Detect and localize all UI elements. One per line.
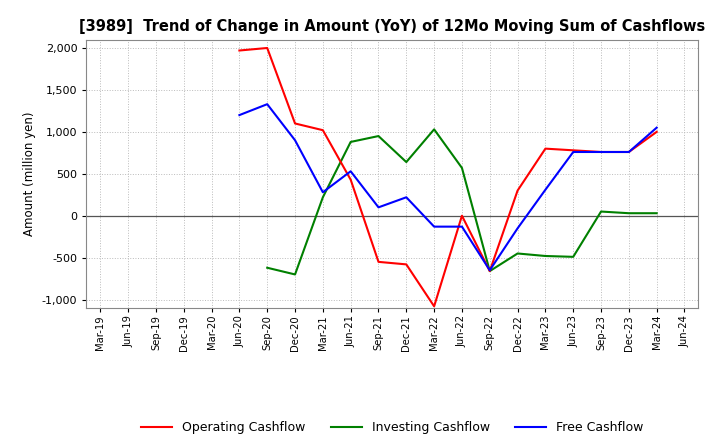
Operating Cashflow [569, 148, 577, 153]
Free Cashflow [597, 149, 606, 154]
Operating Cashflow [402, 262, 410, 267]
Operating Cashflow [458, 213, 467, 218]
Legend: Operating Cashflow, Investing Cashflow, Free Cashflow: Operating Cashflow, Investing Cashflow, … [136, 416, 649, 439]
Investing Cashflow [485, 268, 494, 274]
Investing Cashflow [624, 211, 633, 216]
Investing Cashflow [569, 254, 577, 260]
Free Cashflow [458, 224, 467, 229]
Operating Cashflow [374, 259, 383, 264]
Free Cashflow [374, 205, 383, 210]
Investing Cashflow [263, 265, 271, 270]
Operating Cashflow [513, 188, 522, 193]
Free Cashflow [318, 190, 327, 195]
Investing Cashflow [513, 251, 522, 256]
Free Cashflow [235, 113, 243, 118]
Y-axis label: Amount (million yen): Amount (million yen) [23, 112, 36, 236]
Operating Cashflow [346, 177, 355, 182]
Line: Operating Cashflow: Operating Cashflow [239, 48, 657, 306]
Investing Cashflow [652, 211, 661, 216]
Free Cashflow [541, 187, 550, 192]
Investing Cashflow [541, 253, 550, 259]
Investing Cashflow [458, 165, 467, 171]
Operating Cashflow [652, 129, 661, 135]
Investing Cashflow [346, 139, 355, 145]
Line: Free Cashflow: Free Cashflow [239, 104, 657, 270]
Investing Cashflow [374, 133, 383, 139]
Operating Cashflow [485, 268, 494, 274]
Investing Cashflow [402, 159, 410, 165]
Free Cashflow [485, 268, 494, 273]
Title: [3989]  Trend of Change in Amount (YoY) of 12Mo Moving Sum of Cashflows: [3989] Trend of Change in Amount (YoY) o… [79, 19, 706, 34]
Operating Cashflow [318, 128, 327, 133]
Operating Cashflow [235, 48, 243, 53]
Free Cashflow [402, 194, 410, 200]
Operating Cashflow [263, 45, 271, 51]
Operating Cashflow [430, 304, 438, 309]
Free Cashflow [624, 149, 633, 154]
Investing Cashflow [291, 272, 300, 277]
Line: Investing Cashflow: Investing Cashflow [267, 129, 657, 275]
Investing Cashflow [430, 127, 438, 132]
Operating Cashflow [291, 121, 300, 126]
Free Cashflow [291, 138, 300, 143]
Free Cashflow [652, 125, 661, 130]
Free Cashflow [569, 149, 577, 154]
Free Cashflow [263, 102, 271, 107]
Free Cashflow [513, 226, 522, 231]
Operating Cashflow [624, 149, 633, 154]
Operating Cashflow [541, 146, 550, 151]
Investing Cashflow [318, 194, 327, 200]
Free Cashflow [346, 169, 355, 174]
Investing Cashflow [597, 209, 606, 214]
Operating Cashflow [597, 149, 606, 154]
Free Cashflow [430, 224, 438, 229]
